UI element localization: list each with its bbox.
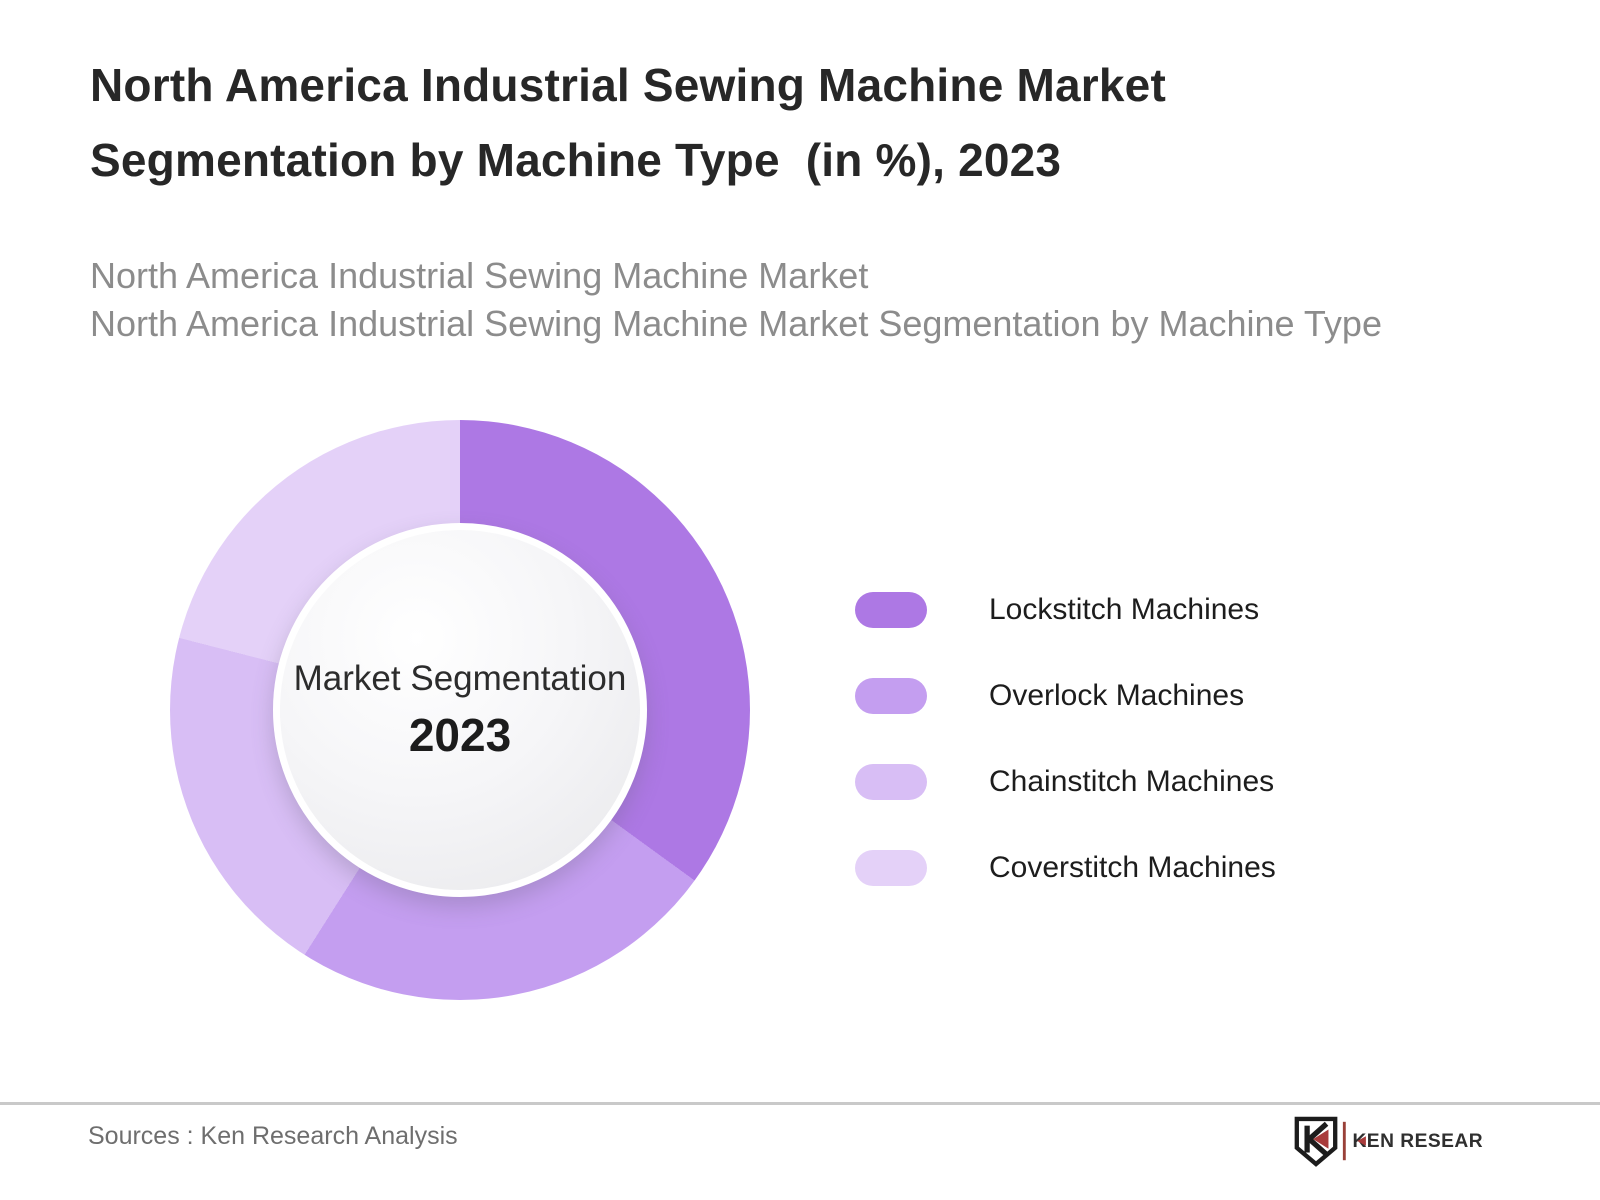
page-title: North America Industrial Sewing Machine … [90,48,1166,198]
donut-center-disc: Market Segmentation 2023 [273,523,647,897]
donut-center-label: Market Segmentation [293,659,627,698]
legend-item-overlock: Overlock Machines [855,678,1276,714]
page-title-line-1: North America Industrial Sewing Machine … [90,59,1166,111]
donut-center-year: 2023 [408,709,512,761]
legend-label-coverstitch: Coverstitch Machines [989,851,1276,884]
subtitle-line-2: North America Industrial Sewing Machine … [90,303,1382,344]
legend-label-lockstitch: Lockstitch Machines [989,593,1260,626]
logo-k-triangle [1357,1136,1366,1146]
page-title-line-2: Segmentation by Machine Type (in %), 202… [90,134,1062,186]
chart-legend: Lockstitch Machines Overlock Machines Ch… [855,592,1276,936]
legend-item-coverstitch: Coverstitch Machines [855,850,1276,886]
legend-swatch-coverstitch [855,850,927,886]
legend-label-overlock: Overlock Machines [989,679,1245,712]
legend-swatch-lockstitch [855,592,927,628]
logo-wordmark: KEN RESEARCH [1352,1131,1484,1152]
legend-item-lockstitch: Lockstitch Machines [855,592,1276,628]
legend-swatch-chainstitch [855,764,927,800]
legend-label-chainstitch: Chainstitch Machines [989,765,1275,798]
logo-separator [1342,1121,1346,1161]
subtitle: North America Industrial Sewing Machine … [90,252,1382,348]
legend-item-chainstitch: Chainstitch Machines [855,764,1276,800]
source-attribution: Sources : Ken Research Analysis [88,1122,458,1150]
shield-k-icon [1294,1116,1338,1167]
subtitle-line-1: North America Industrial Sewing Machine … [90,255,869,296]
ken-research-logo: KEN RESEARCH [1294,1116,1484,1167]
footer-divider [0,1102,1600,1105]
legend-swatch-overlock [855,678,927,714]
